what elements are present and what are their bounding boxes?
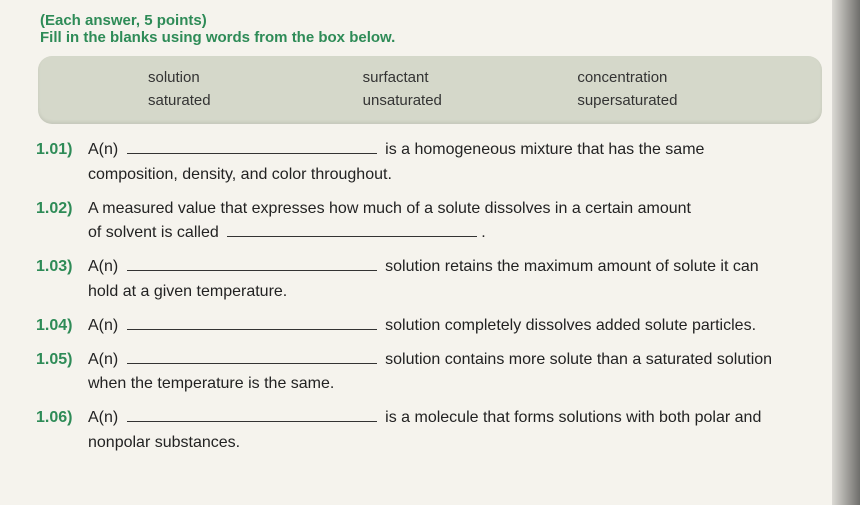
lead-text: A(n) (88, 141, 118, 158)
question-body: A(n) is a homogeneous mixture that has t… (88, 138, 830, 188)
word-saturated: saturated (148, 89, 363, 112)
line-text: of solvent is called (88, 224, 219, 241)
word-surfactant: surfactant (363, 66, 578, 89)
blank-line[interactable] (127, 138, 377, 154)
word-row: solution surfactant concentration (148, 66, 792, 89)
blank-line[interactable] (127, 406, 377, 422)
question-body: A(n) is a molecule that forms solutions … (88, 406, 830, 456)
tail-text: nonpolar substances. (88, 434, 240, 451)
question-number: 1.06) (36, 406, 88, 456)
word-bank-box: solution surfactant concentration satura… (38, 56, 822, 124)
blank-line[interactable] (127, 314, 377, 330)
question-body: A(n) solution completely dissolves added… (88, 314, 830, 339)
lead-text: A(n) (88, 258, 118, 275)
word-unsaturated: unsaturated (363, 89, 578, 112)
tail-text: solution contains more solute than a sat… (385, 351, 772, 368)
question-1-06: 1.06) A(n) is a molecule that forms solu… (36, 406, 830, 456)
tail-text: when the temperature is the same. (88, 375, 334, 392)
word-row: saturated unsaturated supersaturated (148, 89, 792, 112)
line-text: A measured value that expresses how much… (88, 200, 691, 217)
word-supersaturated: supersaturated (577, 89, 792, 112)
word-concentration: concentration (577, 66, 792, 89)
question-number: 1.05) (36, 348, 88, 398)
question-body: A measured value that expresses how much… (88, 197, 830, 247)
lead-text: A(n) (88, 317, 118, 334)
lead-text: A(n) (88, 409, 118, 426)
tail-text: solution retains the maximum amount of s… (385, 258, 759, 275)
blank-line[interactable] (227, 221, 477, 237)
word-solution: solution (148, 66, 363, 89)
tail-text: solution completely dissolves added solu… (385, 317, 756, 334)
question-number: 1.01) (36, 138, 88, 188)
tail-text: is a homogeneous mixture that has the sa… (385, 141, 704, 158)
tail-text: composition, density, and color througho… (88, 166, 392, 183)
question-1-03: 1.03) A(n) solution retains the maximum … (36, 255, 830, 305)
question-1-02: 1.02) A measured value that expresses ho… (36, 197, 830, 247)
blank-line[interactable] (127, 255, 377, 271)
question-number: 1.03) (36, 255, 88, 305)
blank-line[interactable] (127, 348, 377, 364)
tail-text: is a molecule that forms solutions with … (385, 409, 761, 426)
instruction-header: Fill in the blanks using words from the … (40, 29, 830, 46)
points-header: (Each answer, 5 points) (40, 12, 830, 29)
question-1-01: 1.01) A(n) is a homogeneous mixture that… (36, 138, 830, 188)
lead-text: A(n) (88, 351, 118, 368)
question-number: 1.04) (36, 314, 88, 339)
question-body: A(n) solution retains the maximum amount… (88, 255, 830, 305)
question-1-05: 1.05) A(n) solution contains more solute… (36, 348, 830, 398)
question-number: 1.02) (36, 197, 88, 247)
question-1-04: 1.04) A(n) solution completely dissolves… (36, 314, 830, 339)
period: . (481, 224, 485, 241)
tail-text: hold at a given temperature. (88, 283, 287, 300)
question-body: A(n) solution contains more solute than … (88, 348, 830, 398)
